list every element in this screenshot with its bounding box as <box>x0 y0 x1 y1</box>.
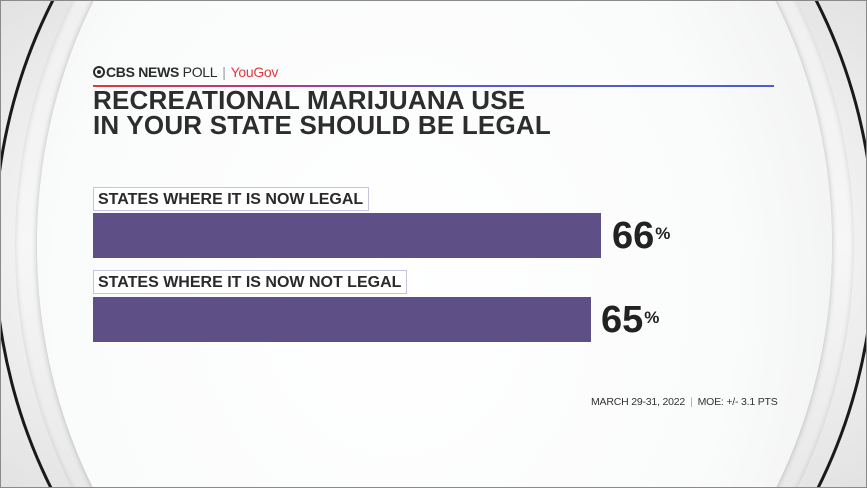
bar-legal <box>93 213 601 258</box>
bar-not-legal <box>93 297 591 342</box>
title-line-2: IN YOUR STATE SHOULD BE LEGAL <box>93 110 551 140</box>
bar-label: STATES WHERE IT IS NOW LEGAL <box>93 187 370 211</box>
value-unit: % <box>644 308 660 327</box>
value-number: 66 <box>612 215 655 257</box>
margin-of-error: MOE: +/- 3.1 PTS <box>697 396 778 408</box>
brand-poll: POLL <box>179 64 218 80</box>
value-label: 65% <box>601 301 659 339</box>
brand-cbs: CBS NEWS <box>106 64 180 80</box>
bar-label: STATES WHERE IT IS NOW NOT LEGAL <box>93 270 408 294</box>
poll-date: MARCH 29-31, 2022 <box>591 396 686 408</box>
poll-branding: CBS NEWS POLL | YouGov <box>93 64 278 80</box>
value-number: 65 <box>601 299 644 341</box>
value-label: 66% <box>612 217 670 255</box>
footer-separator: | <box>690 396 693 408</box>
chart-title: RECREATIONAL MARIJUANA USE IN YOUR STATE… <box>93 85 551 140</box>
brand-separator: | <box>222 64 226 80</box>
brand-partner: YouGov <box>230 64 279 80</box>
header-divider <box>93 85 774 87</box>
value-unit: % <box>655 224 671 243</box>
cbs-eye-icon <box>93 66 105 78</box>
title-line-1: RECREATIONAL MARIJUANA USE <box>93 85 526 115</box>
poll-footnote: MARCH 29-31, 2022 | MOE: +/- 3.1 PTS <box>591 396 778 408</box>
